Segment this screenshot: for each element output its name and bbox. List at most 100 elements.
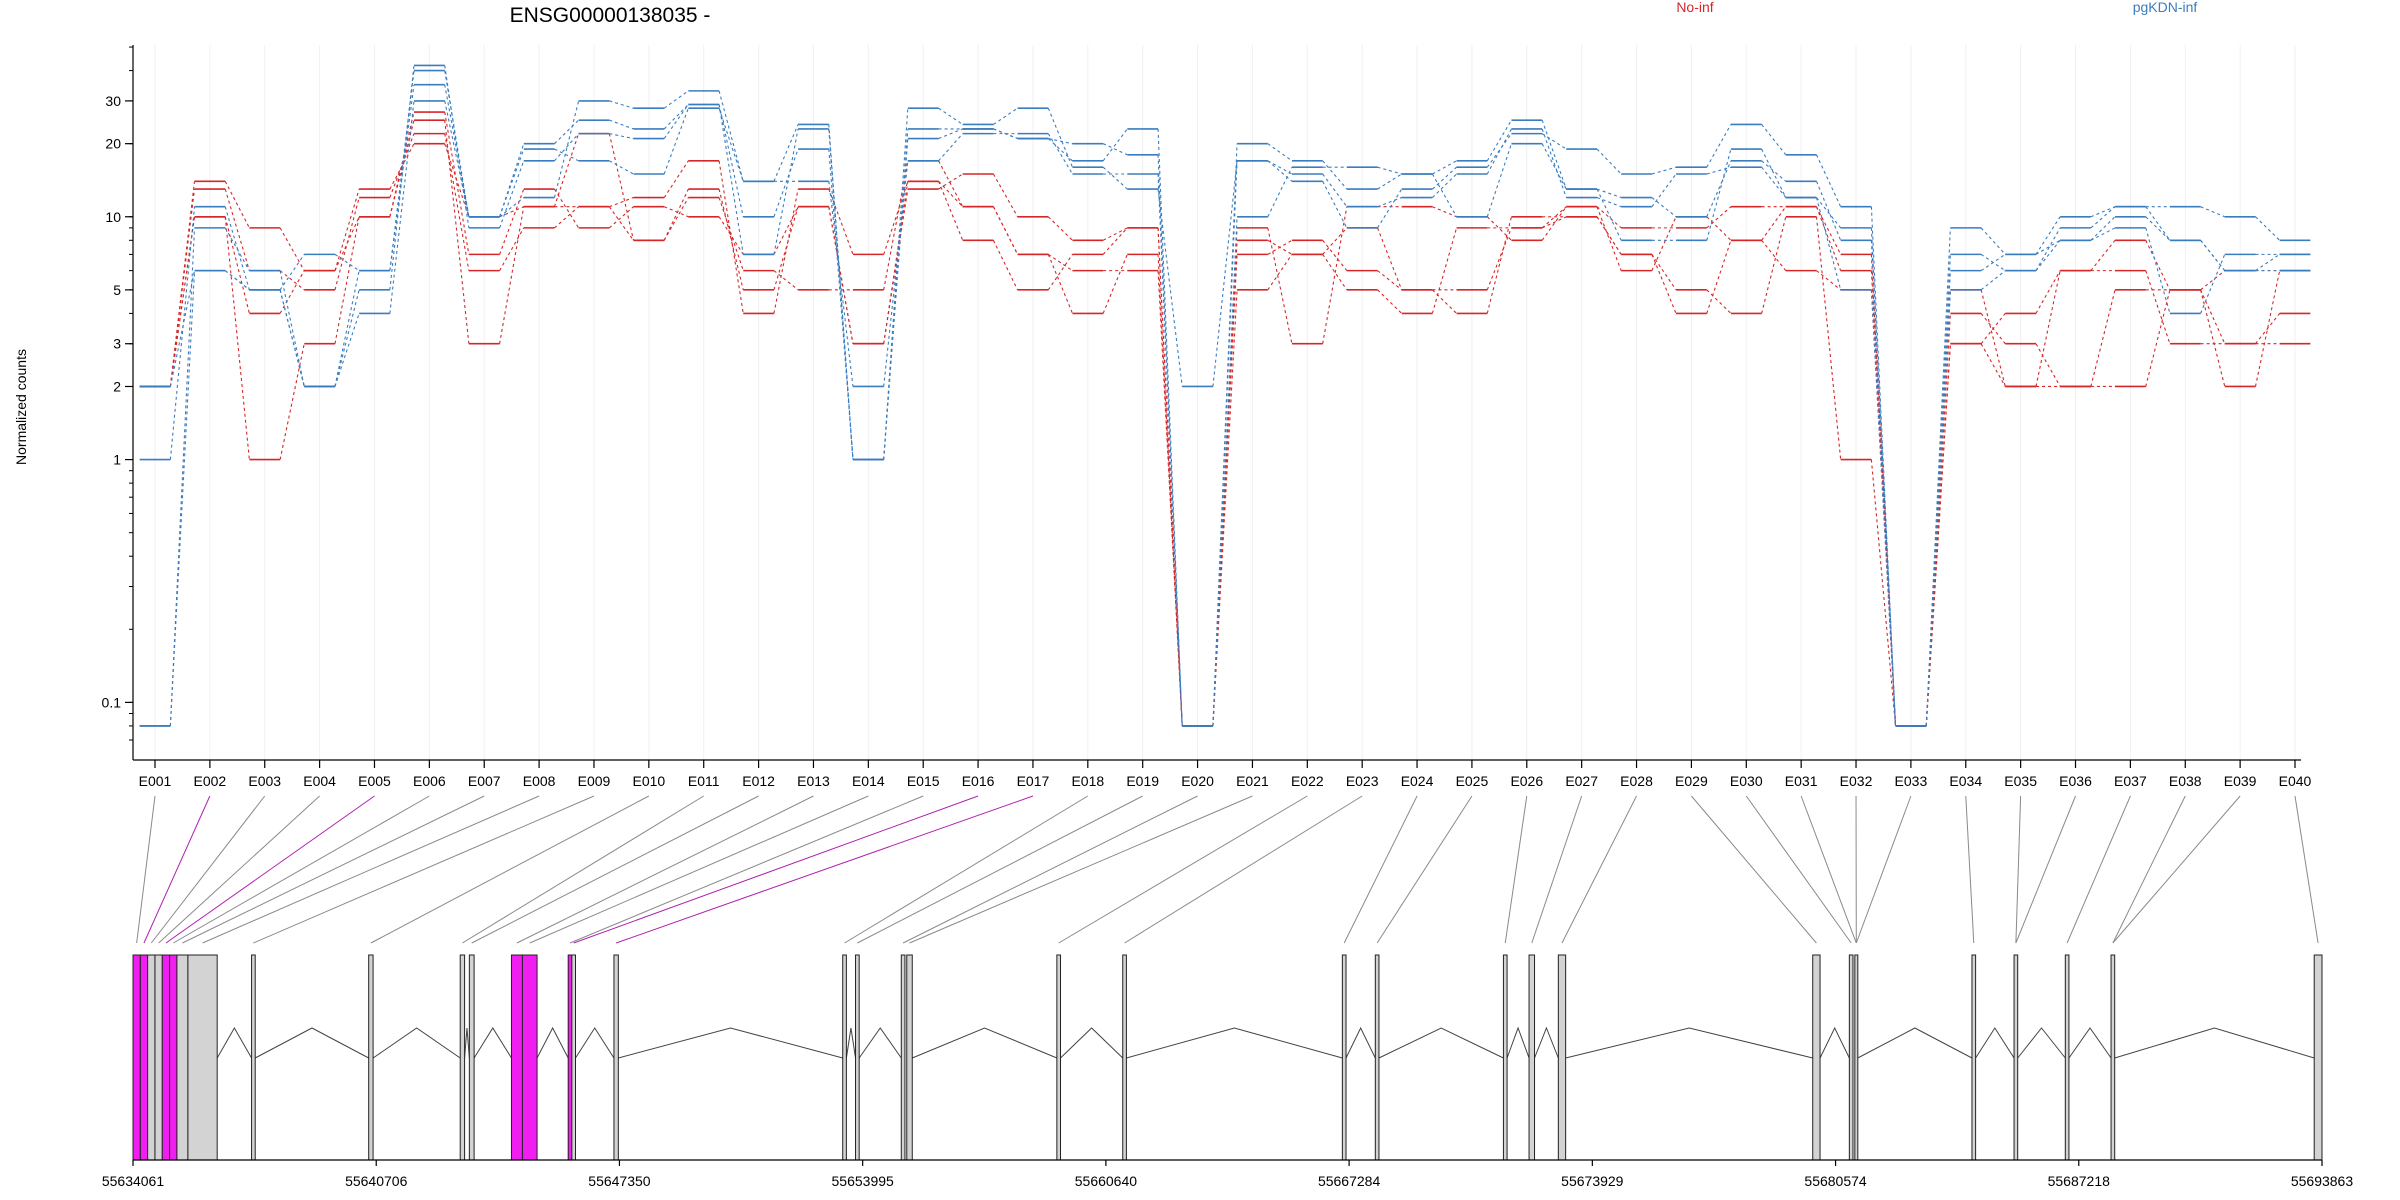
exon-link-line [1965, 795, 1975, 944]
connector-line [499, 206, 524, 218]
connector-line [883, 160, 909, 387]
connector-line [1377, 166, 1402, 175]
x-tick-label: E033 [1895, 773, 1928, 789]
connector-line [1541, 133, 1567, 150]
connector-line [554, 206, 579, 229]
connector-line [169, 206, 196, 460]
x-tick-label: E021 [1236, 773, 1269, 789]
connector-line [554, 119, 579, 145]
exon-box [567, 954, 573, 1161]
connector-line [1432, 160, 1457, 175]
connector-line [1596, 206, 1622, 229]
x-tick-label: E006 [413, 773, 446, 789]
connector-line [2090, 289, 2116, 387]
connector-line [1322, 227, 1348, 255]
x-tick-label: E018 [1071, 773, 1104, 789]
connector-line [718, 108, 744, 182]
exon-link-line [136, 795, 156, 944]
connector-line [1816, 270, 1842, 291]
x-tick-label: E030 [1730, 773, 1763, 789]
intron-line [1857, 1027, 1973, 1059]
x-tick-label: E028 [1620, 773, 1653, 789]
connector-line [663, 108, 689, 175]
legend-label-no-inf: No-inf [1676, 0, 1713, 15]
exon-link-line [1343, 795, 1418, 944]
exon-box [368, 954, 374, 1161]
connector-line [444, 133, 470, 271]
connector-line [828, 128, 854, 460]
connector-line [1761, 206, 1787, 241]
connector-line [1761, 160, 1787, 182]
connector-line [1212, 160, 1238, 726]
connector-line [1377, 188, 1403, 229]
series-line [139, 142, 2311, 727]
exon-link-line [150, 795, 266, 944]
connector-line [499, 206, 525, 344]
genomic-tick-label: 55653995 [832, 1173, 895, 1189]
connector-line [2035, 343, 2061, 387]
connector-line [718, 216, 744, 255]
connector-line [773, 128, 799, 255]
connector-line [2145, 289, 2171, 387]
exon-link-line [857, 795, 1143, 944]
connector-line [609, 197, 634, 208]
connector-line [609, 100, 634, 109]
x-tick-label: E014 [852, 773, 885, 789]
x-tick-label: E015 [907, 773, 940, 789]
y-tick-label: 0.1 [102, 694, 122, 710]
connector-line [334, 216, 360, 344]
connector-line [609, 119, 634, 130]
connector-line [1157, 254, 1183, 726]
connector-line [1431, 173, 1458, 218]
connector-line [279, 227, 305, 271]
exon-box [2110, 954, 2116, 1161]
connector-line [1596, 216, 1622, 255]
connector-line [828, 181, 854, 387]
connector-line [224, 270, 250, 291]
exon-link-line [569, 795, 924, 944]
connector-line [2145, 206, 2171, 241]
intron-line [2114, 1027, 2315, 1059]
connector-line [1157, 189, 1183, 387]
connector-line [1541, 128, 1567, 198]
connector-line [663, 188, 689, 241]
exon-box [1056, 954, 1062, 1161]
connector-line [389, 111, 415, 217]
connector-line [938, 160, 964, 207]
exon-link-line [253, 795, 595, 944]
connector-line [1432, 206, 1457, 218]
connector-line [1047, 216, 1073, 241]
x-tick-label: E037 [2114, 773, 2147, 789]
exon-box [1971, 954, 1977, 1161]
connector-line [1267, 160, 1293, 182]
x-tick-label: E003 [248, 773, 281, 789]
intron-line [1506, 1026, 1530, 1059]
connector-line [1980, 313, 2006, 345]
connector-line [1706, 148, 1732, 241]
x-tick-label: E023 [1346, 773, 1379, 789]
exon-box [1341, 954, 1347, 1161]
connector-line [334, 216, 360, 271]
x-tick-label: E011 [688, 773, 720, 789]
exon-box [161, 954, 171, 1161]
connector-line [279, 289, 305, 387]
genomic-tick-label: 55667284 [1318, 1173, 1381, 1189]
genomic-tick-label: 55673929 [1561, 1173, 1624, 1189]
connector-line [1980, 289, 2006, 387]
connector-line [828, 206, 854, 344]
exon-box [2064, 954, 2070, 1161]
connector-line [1047, 133, 1073, 175]
connector-line [499, 160, 525, 229]
exon-box [154, 954, 163, 1161]
connector-line [1816, 197, 1842, 229]
connector-line [608, 133, 635, 241]
connector-line [1541, 216, 1567, 229]
intron-line [1060, 1027, 1124, 1059]
exon-box [1854, 954, 1859, 1161]
connector-line [1212, 216, 1238, 726]
connector-line [1267, 239, 1293, 255]
exon-link-line [165, 795, 375, 944]
connector-line [1486, 119, 1512, 162]
exon-box [139, 954, 149, 1161]
intron-line [1126, 1027, 1343, 1059]
